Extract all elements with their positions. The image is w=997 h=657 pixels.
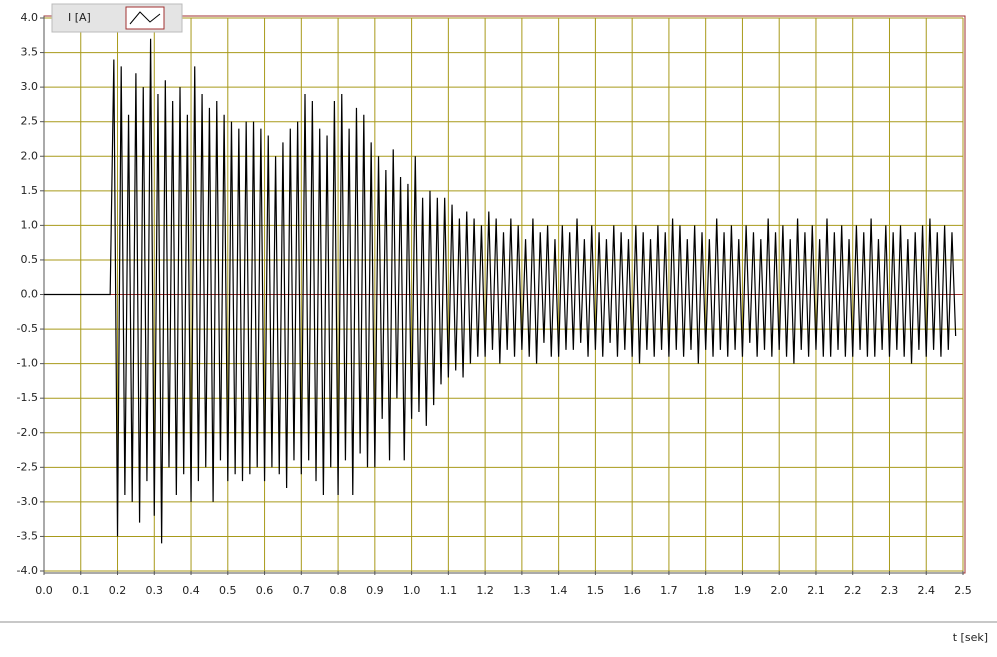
legend-swatch (125, 6, 165, 30)
x-tick-label: 1.5 (587, 584, 605, 597)
legend-icon (129, 11, 161, 25)
x-tick-label: 0.9 (366, 584, 384, 597)
x-tick-label: 1.0 (403, 584, 421, 597)
x-tick-label: 0.7 (293, 584, 311, 597)
x-tick-label: 1.9 (734, 584, 752, 597)
x-tick-label: 1.4 (550, 584, 568, 597)
y-tick-label: 1.0 (21, 218, 39, 231)
x-tick-label: 1.8 (697, 584, 715, 597)
x-tick-label: 2.4 (917, 584, 935, 597)
y-tick-label: -4.0 (17, 564, 38, 577)
x-tick-label: 1.2 (476, 584, 494, 597)
x-tick-label: 2.5 (954, 584, 972, 597)
x-axis-label: t [sek] (953, 631, 988, 644)
x-tick-label: 0.0 (35, 584, 53, 597)
legend-label: I [A] (68, 11, 91, 24)
x-tick-label: 0.4 (182, 584, 200, 597)
x-tick-label: 2.2 (844, 584, 862, 597)
x-tick-label: 2.3 (881, 584, 899, 597)
y-tick-label: 2.5 (21, 115, 39, 128)
y-tick-label: -2.0 (17, 426, 38, 439)
x-tick-label: 0.8 (329, 584, 347, 597)
y-tick-label: -3.5 (17, 529, 38, 542)
y-tick-label: 0.5 (21, 253, 39, 266)
y-tick-label: -1.5 (17, 391, 38, 404)
x-tick-label: 1.7 (660, 584, 678, 597)
y-tick-label: -3.0 (17, 495, 38, 508)
legend: I [A] (51, 3, 183, 33)
y-tick-label: 4.0 (21, 11, 39, 24)
x-tick-label: 1.3 (513, 584, 531, 597)
x-tick-label: 0.5 (219, 584, 237, 597)
y-tick-label: 3.0 (21, 80, 39, 93)
x-tick-label: 0.3 (146, 584, 164, 597)
x-tick-label: 0.1 (72, 584, 90, 597)
x-tick-label: 0.6 (256, 584, 274, 597)
x-tick-label: 2.0 (770, 584, 788, 597)
x-tick-label: 1.1 (440, 584, 458, 597)
y-tick-label: 2.0 (21, 149, 39, 162)
y-tick-label: -0.5 (17, 322, 38, 335)
y-tick-label: -2.5 (17, 460, 38, 473)
y-tick-label: 0.0 (21, 288, 39, 301)
y-tick-label: 3.5 (21, 46, 39, 59)
x-tick-label: 1.6 (623, 584, 641, 597)
x-tick-label: 2.1 (807, 584, 825, 597)
series-line (44, 38, 957, 544)
y-tick-label: -1.0 (17, 357, 38, 370)
y-tick-label: 1.5 (21, 184, 39, 197)
x-tick-label: 0.2 (109, 584, 127, 597)
